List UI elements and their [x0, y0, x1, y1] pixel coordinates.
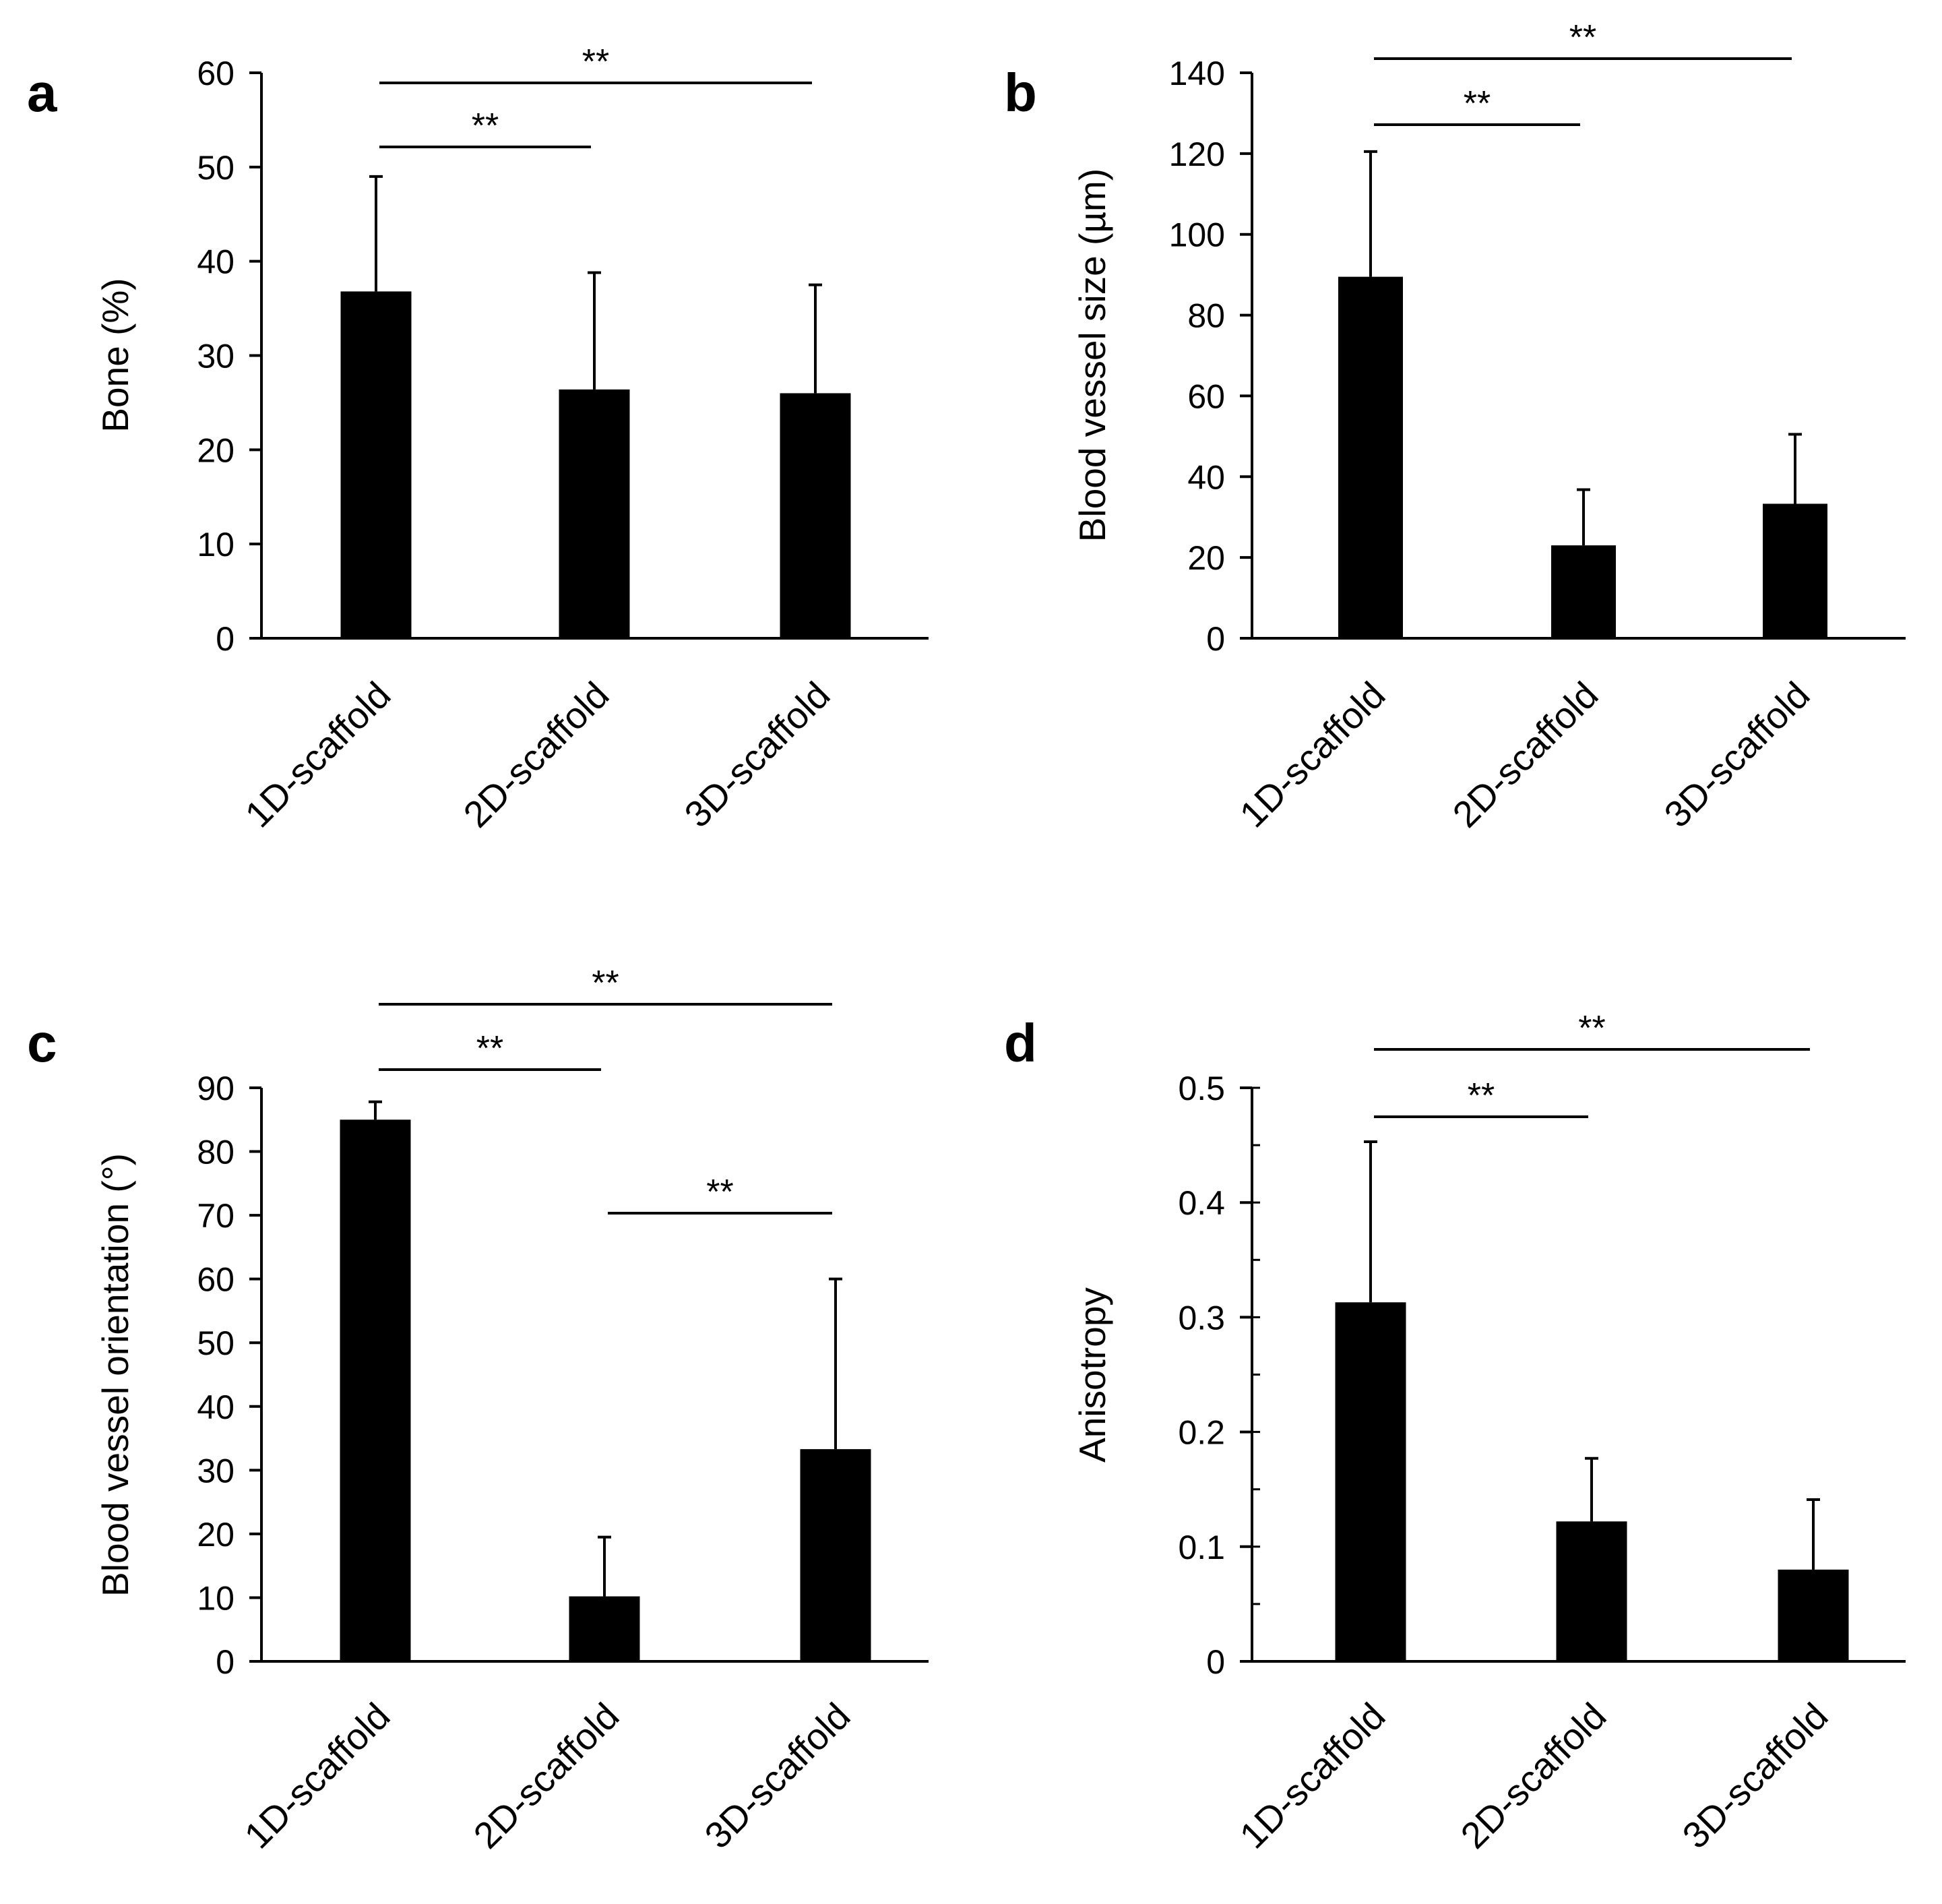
panel-letter: a	[27, 63, 57, 123]
bar-1D-scaffold	[1338, 276, 1403, 638]
bar-3D-scaffold	[1763, 503, 1827, 638]
panel-letter: b	[1004, 63, 1037, 123]
y-tick-label: 90	[197, 1070, 234, 1107]
bar-3D-scaffold	[1778, 1569, 1849, 1661]
y-tick-label: 30	[197, 338, 234, 375]
bar-1D-scaffold	[340, 291, 412, 638]
y-tick-label: 10	[197, 526, 234, 563]
significance-label: **	[1464, 84, 1491, 123]
y-tick-label: 70	[197, 1197, 234, 1235]
y-tick-label: 60	[197, 1261, 234, 1299]
y-tick-label: 100	[1169, 216, 1225, 254]
y-axis-label: Anisotropy	[1071, 1287, 1113, 1463]
y-tick-label: 40	[197, 243, 234, 281]
bar-2D-scaffold	[569, 1596, 640, 1661]
y-tick-label: 0	[1206, 620, 1225, 658]
y-tick-label: 40	[197, 1388, 234, 1426]
significance-label: **	[1468, 1076, 1495, 1115]
bar-3D-scaffold	[780, 393, 851, 638]
bar-2D-scaffold	[559, 389, 630, 638]
y-tick-label: 40	[1187, 458, 1225, 496]
y-tick-label: 0.4	[1178, 1184, 1225, 1222]
bar-3D-scaffold	[800, 1449, 871, 1661]
significance-label: **	[1569, 18, 1596, 57]
y-tick-label: 80	[197, 1134, 234, 1171]
y-tick-label: 140	[1169, 55, 1225, 92]
y-tick-label: 50	[197, 1324, 234, 1362]
significance-label: **	[472, 106, 499, 146]
bar-1D-scaffold	[340, 1119, 411, 1661]
significance-label: **	[592, 964, 619, 1003]
y-tick-label: 0.2	[1178, 1414, 1225, 1452]
significance-label: **	[1578, 1009, 1605, 1048]
y-tick-label: 0.3	[1178, 1299, 1225, 1337]
y-tick-label: 80	[1187, 297, 1225, 335]
y-tick-label: 0	[216, 1643, 234, 1681]
significance-label: **	[706, 1173, 733, 1212]
y-tick-label: 30	[197, 1452, 234, 1490]
significance-label: **	[582, 42, 609, 82]
y-tick-label: 20	[1187, 539, 1225, 577]
y-tick-label: 0.1	[1178, 1529, 1225, 1566]
significance-label: **	[476, 1029, 503, 1068]
y-axis-label: Blood vessel size (µm)	[1071, 168, 1113, 542]
y-axis-label: Blood vessel orientation (°)	[94, 1153, 136, 1597]
y-tick-label: 60	[1187, 377, 1225, 415]
bar-2D-scaffold	[1551, 545, 1616, 638]
bar-2D-scaffold	[1556, 1521, 1627, 1661]
y-tick-label: 20	[197, 431, 234, 469]
y-tick-label: 120	[1169, 135, 1225, 173]
bar-1D-scaffold	[1335, 1302, 1406, 1661]
panel-letter: d	[1004, 1013, 1037, 1073]
y-tick-label: 50	[197, 149, 234, 187]
y-tick-label: 20	[197, 1516, 234, 1554]
panel-letter: c	[27, 1013, 57, 1073]
y-tick-label: 0	[1206, 1643, 1225, 1681]
y-axis-label: Bone (%)	[94, 278, 136, 432]
y-tick-label: 0	[216, 620, 234, 658]
y-tick-label: 10	[197, 1579, 234, 1617]
y-tick-label: 60	[197, 55, 234, 92]
y-tick-label: 0.5	[1178, 1070, 1225, 1107]
